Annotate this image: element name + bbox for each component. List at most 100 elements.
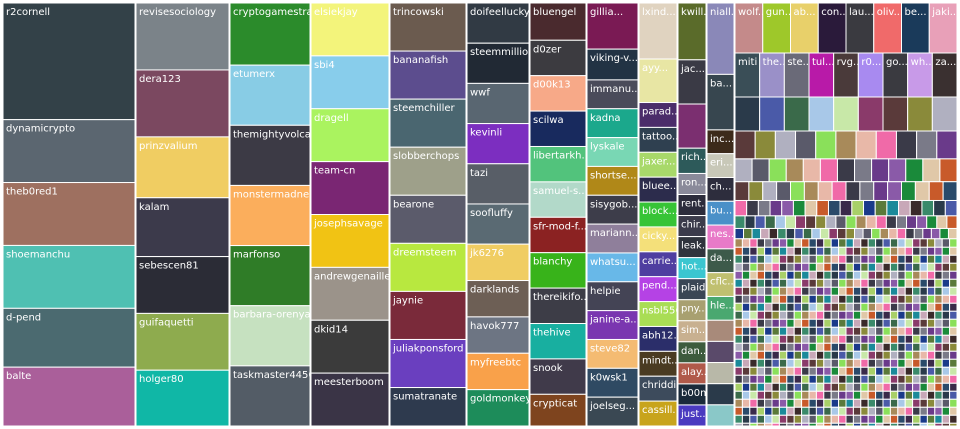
- small-tile-16-8-rect[interactable]: [793, 310, 803, 320]
- tile-8-1[interactable]: ayy...: [638, 58, 678, 104]
- small-tile-25-6-rect[interactable]: [778, 382, 788, 392]
- small-tile-22-3-rect[interactable]: [756, 358, 766, 368]
- small-tile-7-11[interactable]: [815, 238, 825, 248]
- small-tile-27-3-rect[interactable]: [756, 398, 766, 408]
- small-tile-13-8-rect[interactable]: [793, 286, 803, 296]
- small-tile-17-9[interactable]: [801, 318, 810, 328]
- tile-10-4[interactable]: ch...: [706, 176, 735, 202]
- small-tile-16-11[interactable]: [815, 310, 825, 320]
- tile-5-2[interactable]: wwf: [466, 82, 530, 125]
- small-tile-18-21-rect[interactable]: [889, 326, 899, 336]
- small-tile-20-19[interactable]: [875, 342, 884, 352]
- small-tile-18-12-rect[interactable]: [823, 326, 832, 336]
- small-tile-12-10[interactable]: [808, 278, 817, 288]
- small-tile-28-12[interactable]: [823, 406, 832, 416]
- small-tile-30-19-rect[interactable]: [875, 422, 884, 427]
- small-tile-7-9-rect[interactable]: [801, 238, 810, 248]
- tile-4-1[interactable]: bananafish: [389, 50, 467, 100]
- small-tile-29-10-rect[interactable]: [808, 414, 817, 424]
- upper-tile-6[interactable]: be...: [901, 2, 930, 54]
- tile-9-3[interactable]: rich...: [677, 147, 709, 174]
- small-tile-7-28-rect[interactable]: [941, 238, 951, 248]
- small-tile-30-17[interactable]: [860, 422, 869, 427]
- small-tile-15-18[interactable]: [867, 302, 877, 312]
- small-tile-16-19[interactable]: [875, 310, 884, 320]
- small-tile-3-10[interactable]: [873, 181, 889, 201]
- small-tile-6-19[interactable]: [896, 227, 907, 240]
- small-tile-26-11-rect[interactable]: [815, 390, 825, 400]
- second-tile-0-rect[interactable]: [734, 52, 761, 98]
- small-tile-10-6-rect[interactable]: [778, 262, 788, 272]
- small-tile-1-2[interactable]: [774, 130, 797, 160]
- small-tile-30-9-rect[interactable]: [801, 422, 810, 427]
- small-tile-20-7[interactable]: [786, 342, 795, 352]
- small-tile-21-5[interactable]: [771, 350, 780, 360]
- tile-0-3[interactable]: shoemanchu: [2, 244, 136, 309]
- small-tile-23-8-rect[interactable]: [793, 366, 803, 376]
- small-tile-12-1-rect[interactable]: [741, 278, 751, 288]
- small-tile-12-5-rect[interactable]: [771, 278, 780, 288]
- small-tile-6-18[interactable]: [888, 227, 898, 240]
- small-tile-28-0-rect[interactable]: [734, 406, 743, 416]
- tile-8-0-rect[interactable]: [638, 2, 678, 60]
- small-tile-8-19-rect[interactable]: [875, 246, 884, 256]
- small-tile-13-2-rect[interactable]: [749, 286, 758, 296]
- small-tile-13-15[interactable]: [845, 286, 854, 296]
- small-tile-20-3-rect[interactable]: [756, 342, 766, 352]
- small-tile-27-16[interactable]: [852, 398, 862, 408]
- small-tile-21-12-rect[interactable]: [823, 350, 832, 360]
- small-tile-7-6[interactable]: [778, 238, 788, 248]
- second-tile-0[interactable]: miti: [734, 52, 761, 98]
- small-tile-25-9[interactable]: [801, 382, 810, 392]
- small-tile-4-11[interactable]: [863, 199, 876, 217]
- small-tile-22-7-rect[interactable]: [786, 358, 795, 368]
- small-tile-17-20-rect[interactable]: [882, 318, 891, 328]
- small-tile-26-28[interactable]: [941, 390, 951, 400]
- small-tile-26-19-rect[interactable]: [875, 390, 884, 400]
- tile-1-4-rect[interactable]: [135, 256, 230, 314]
- small-tile-15-0[interactable]: [734, 302, 743, 312]
- small-tile-11-19[interactable]: [875, 270, 884, 280]
- small-tile-10-16[interactable]: [852, 262, 862, 272]
- small-tile-6-0-rect[interactable]: [734, 227, 745, 240]
- second-tile-5-rect[interactable]: [857, 52, 884, 98]
- tile-3-1[interactable]: sbi4: [310, 55, 390, 110]
- small-tile-8-5-rect[interactable]: [771, 246, 780, 256]
- small-tile-30-16-rect[interactable]: [852, 422, 862, 427]
- small-tile-8-6[interactable]: [778, 246, 788, 256]
- small-tile-1-10-rect[interactable]: [936, 130, 958, 160]
- upper-tile-1[interactable]: gun...: [762, 2, 795, 54]
- tile-2-0[interactable]: cryptogamestrat: [229, 2, 317, 66]
- small-tile-23-7[interactable]: [786, 366, 795, 376]
- small-tile-0-2-rect[interactable]: [783, 96, 810, 132]
- tile-9-15[interactable]: just...: [677, 404, 709, 427]
- small-tile-12-27-rect[interactable]: [934, 278, 943, 288]
- small-tile-12-11-rect[interactable]: [815, 278, 825, 288]
- small-tile-6-19-rect[interactable]: [896, 227, 907, 240]
- small-tile-5-7-rect[interactable]: [805, 215, 817, 229]
- small-tile-30-13-rect[interactable]: [830, 422, 840, 427]
- small-tile-24-13[interactable]: [830, 374, 840, 384]
- small-tile-18-23[interactable]: [904, 326, 914, 336]
- small-tile-9-17-rect[interactable]: [860, 254, 869, 264]
- small-tile-4-13[interactable]: [886, 199, 900, 217]
- small-tile-30-1[interactable]: [741, 422, 751, 427]
- small-tile-12-22[interactable]: [897, 278, 906, 288]
- small-tile-7-24[interactable]: [912, 238, 921, 248]
- small-tile-15-3-rect[interactable]: [756, 302, 766, 312]
- small-tile-30-27-rect[interactable]: [934, 422, 943, 427]
- small-tile-7-1[interactable]: [741, 238, 751, 248]
- small-tile-3-5[interactable]: [803, 181, 819, 201]
- small-tile-20-22-rect[interactable]: [897, 342, 906, 352]
- small-tile-13-21[interactable]: [889, 286, 899, 296]
- small-tile-8-15[interactable]: [845, 246, 854, 256]
- small-tile-21-15[interactable]: [845, 350, 854, 360]
- small-tile-12-4[interactable]: [764, 278, 773, 288]
- small-tile-6-24[interactable]: [939, 227, 949, 240]
- small-tile-9-29-rect[interactable]: [949, 254, 958, 264]
- small-tile-16-19-rect[interactable]: [875, 310, 884, 320]
- small-tile-2-1-rect[interactable]: [751, 158, 770, 183]
- small-tile-24-15[interactable]: [845, 374, 854, 384]
- small-tile-21-9[interactable]: [801, 350, 810, 360]
- tile-1-2[interactable]: prinzvalium: [135, 136, 230, 199]
